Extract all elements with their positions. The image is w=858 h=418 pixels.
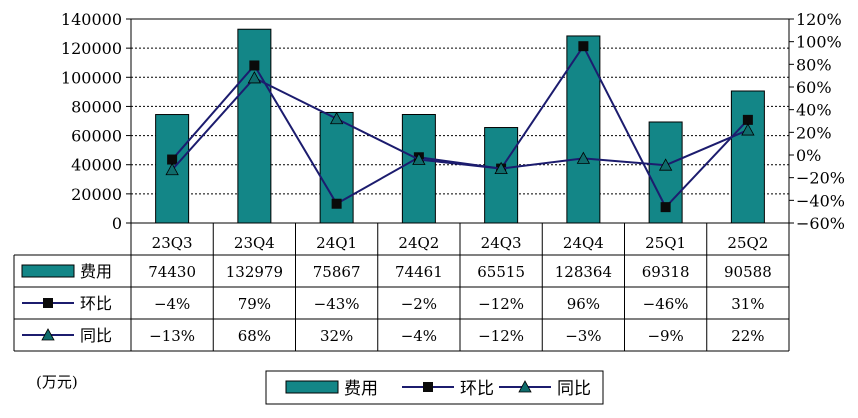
bar: [484, 127, 519, 224]
table-row-label: 费用: [80, 262, 112, 281]
table-row-label: 同比: [80, 326, 112, 345]
table-cell: −12%: [478, 295, 524, 313]
y-right-tick-label: 60%: [796, 78, 832, 97]
legend-label: 费用: [344, 379, 378, 399]
y-right-tick-label: 20%: [796, 123, 832, 142]
square-marker: [742, 114, 753, 125]
y-right-tick-label: 100%: [796, 33, 842, 52]
table-cell: −46%: [643, 295, 689, 313]
table-cell: −12%: [478, 327, 524, 345]
triangle-marker: [494, 161, 508, 175]
table-cell: 128364: [555, 263, 612, 281]
legend-key-bar: [285, 380, 339, 394]
y-right-tick-label: 120%: [796, 10, 842, 29]
bar: [237, 28, 272, 224]
table-cell: 90588: [724, 263, 772, 281]
y-left-tick-label: 40000: [71, 156, 122, 175]
square-marker: [578, 41, 589, 52]
category-label: 24Q4: [563, 234, 604, 252]
table-cell: 22%: [731, 327, 764, 345]
table-row-label: 环比: [80, 294, 112, 313]
table-cell: 74461: [395, 263, 443, 281]
table-cell: −4%: [401, 327, 437, 345]
category-label: 24Q2: [398, 234, 439, 252]
bar: [730, 90, 765, 224]
triangle-marker: [165, 162, 179, 176]
y-left-tick-label: 80000: [71, 97, 122, 116]
legend-key-square: [423, 382, 433, 392]
square-marker: [660, 202, 671, 213]
unit-label: (万元): [36, 373, 78, 391]
table-cell: 31%: [731, 295, 764, 313]
y-left-tick-label: 120000: [61, 39, 122, 58]
legend-key-triangle: [41, 328, 55, 341]
table-cell: 32%: [320, 327, 353, 345]
table-cell: −3%: [565, 327, 601, 345]
table-cell: 132979: [226, 263, 283, 281]
bar: [401, 113, 436, 224]
data-table: 23Q3 23Q4 24Q1 24Q2 24Q3 24Q4 25Q1 25Q2 费用 74430 1…: [13, 222, 790, 352]
legend-key-bar: [21, 264, 75, 278]
triangle-marker: [658, 158, 673, 171]
square-marker: [167, 154, 178, 165]
table-cell: 69318: [642, 263, 690, 281]
y-right-tick-label: −40%: [796, 191, 845, 210]
table-cell: 79%: [238, 295, 271, 313]
category-label: 24Q3: [481, 234, 522, 252]
line-series: [165, 41, 755, 213]
y-left-tick-label: 100000: [61, 68, 122, 87]
triangle-marker: [741, 123, 755, 136]
y-left-tick-label: 20000: [71, 185, 122, 204]
y-right-tick-label: 80%: [796, 55, 832, 74]
table-cell: 96%: [567, 295, 600, 313]
table-cell: 75867: [313, 263, 361, 281]
category-label: 25Q1: [645, 234, 686, 252]
table-cell: 65515: [477, 263, 525, 281]
square-marker: [331, 198, 342, 209]
square-marker: [249, 60, 260, 71]
y-left-tick-label: 0: [112, 214, 122, 233]
triangle-marker: [576, 151, 591, 164]
y-right-tick-label: −20%: [796, 169, 845, 188]
y-left-tick-label: 60000: [71, 127, 122, 146]
axes: 0 20000 40000 60000 80000 100000 120000 140000 −…: [61, 10, 845, 233]
triangle-marker: [247, 71, 262, 84]
y-right-tick-label: 0%: [796, 146, 821, 165]
series-line: [171, 76, 749, 171]
table-cell: 74430: [148, 263, 196, 281]
legend-label: 同比: [557, 379, 591, 399]
table-cell: −4%: [154, 295, 190, 313]
category-label: 24Q1: [316, 234, 357, 252]
triangle-marker: [412, 152, 426, 165]
y-right-tick-label: −60%: [796, 214, 845, 233]
category-label: 23Q3: [152, 234, 193, 252]
legend-label: 环比: [460, 379, 494, 399]
table-cell: −9%: [647, 327, 683, 345]
legend-key-triangle: [518, 380, 532, 393]
table-cell: −13%: [149, 327, 195, 345]
legend-key-square: [43, 298, 53, 308]
table-cell: 68%: [238, 327, 271, 345]
series-line: [171, 44, 749, 209]
y-right-tick-label: 40%: [796, 101, 832, 120]
table-cell: −2%: [401, 295, 437, 313]
category-label: 25Q2: [727, 234, 768, 252]
triangle-marker: [329, 111, 344, 125]
legend: 费用 环比 同比: [265, 370, 604, 405]
category-label: 23Q4: [234, 234, 275, 252]
table-cell: −43%: [314, 295, 360, 313]
y-left-tick-label: 140000: [61, 10, 122, 29]
